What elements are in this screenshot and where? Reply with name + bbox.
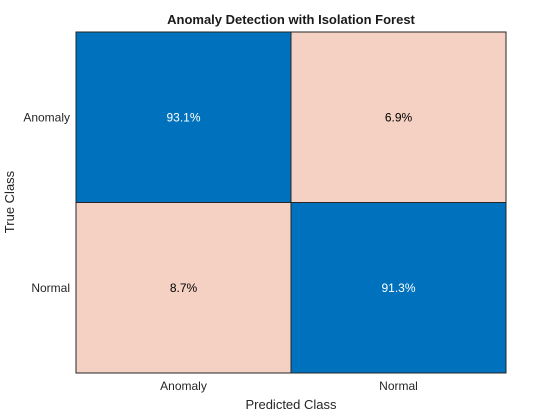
axis-ticks: Anomaly Normal Anomaly Normal	[23, 110, 418, 393]
heatmap-cell-normal-normal	[290, 202, 507, 374]
heatmap-cells: 93.1% 6.9% 8.7% 91.3%	[75, 31, 507, 374]
y-axis-label: True Class	[2, 170, 17, 233]
heatmap-cell-anomaly-anomaly	[75, 31, 292, 203]
x-axis-label: Predicted Class	[245, 397, 337, 412]
cell-value-label: 8.7%	[170, 281, 198, 295]
heatmap-cell-normal-anomaly	[75, 202, 292, 374]
plot-frame	[75, 31, 507, 374]
x-tick-label: Anomaly	[160, 379, 207, 393]
y-tick-label: Anomaly	[23, 110, 70, 124]
x-tick-label: Normal	[379, 379, 418, 393]
chart-title: Anomaly Detection with Isolation Forest	[167, 12, 415, 27]
cell-value-label: 91.3%	[381, 281, 415, 295]
cell-value-label: 93.1%	[166, 110, 200, 124]
heatmap-cell-anomaly-normal	[290, 31, 507, 203]
cell-value-label: 6.9%	[385, 110, 413, 124]
y-tick-label: Normal	[31, 281, 70, 295]
